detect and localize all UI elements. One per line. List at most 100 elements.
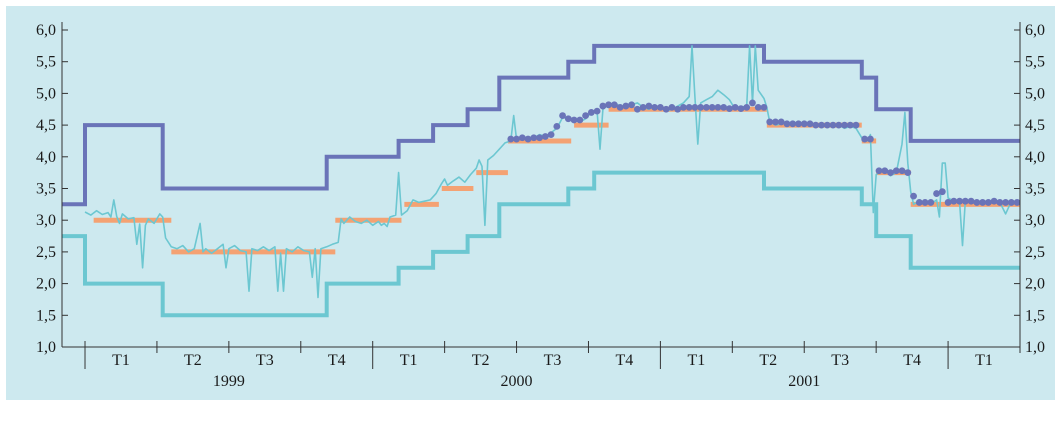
y-tick-label-right: 2,0 — [1025, 276, 1045, 293]
x-quarter-label: T1 — [687, 352, 705, 369]
expected-rate-point — [1013, 199, 1021, 206]
y-tick-label-right: 5,0 — [1025, 85, 1045, 102]
expected-rate-point — [576, 116, 584, 124]
expected-rate-point — [645, 102, 653, 110]
x-quarter-label: T1 — [112, 352, 130, 369]
expected-rate-point — [990, 197, 998, 205]
upper-rate-line — [62, 43, 1020, 207]
expected-rate-point — [616, 103, 624, 111]
expected-rate-point — [961, 197, 969, 205]
x-quarter-label: T2 — [472, 352, 490, 369]
expected-rate-point — [881, 167, 889, 175]
expected-rate-point — [536, 134, 543, 142]
expected-rate-point — [708, 103, 716, 111]
expected-rate-point — [662, 105, 670, 113]
expected-rate-point — [823, 121, 831, 129]
y-tick-label-left: 2,5 — [36, 244, 56, 261]
expected-rate-point — [559, 112, 566, 119]
x-quarter-label: T2 — [184, 352, 202, 369]
y-tick-label-left: 1,5 — [36, 307, 56, 324]
expected-rate-point — [938, 188, 946, 196]
expected-rate-point — [610, 101, 618, 109]
y-tick-label-left: 3,0 — [36, 212, 56, 229]
expected-rate-point — [726, 105, 733, 113]
expected-rate-point — [818, 121, 825, 129]
expected-rate-point — [835, 121, 843, 129]
expected-rate-point — [656, 103, 664, 111]
lower-rate-line — [62, 170, 1020, 318]
expected-rate-point — [800, 120, 808, 128]
expected-rate-point — [772, 118, 779, 126]
y-tick-label-left: 1,0 — [36, 339, 56, 356]
x-quarter-label: T4 — [328, 352, 346, 369]
x-quarter-label: T3 — [831, 352, 849, 369]
expected-rate-point — [582, 112, 589, 119]
expected-rate-point — [984, 199, 992, 206]
y-tick-label-right: 4,0 — [1025, 149, 1045, 166]
expected-rate-point — [777, 118, 785, 126]
expected-rate-point — [846, 121, 854, 129]
y-tick-label-left: 4,0 — [36, 149, 56, 166]
y-tick-label-right: 1,5 — [1025, 307, 1045, 324]
expected-rate-point — [783, 120, 791, 128]
expected-rate-point — [564, 115, 572, 123]
y-tick-label-left: 6,0 — [36, 22, 56, 39]
y-tick-label-right: 1,0 — [1025, 339, 1045, 356]
expected-rate-point — [628, 101, 636, 109]
y-tick-label-right: 2,5 — [1025, 244, 1045, 261]
expected-rate-point — [795, 120, 802, 128]
y-tick-label-left: 3,5 — [36, 181, 56, 198]
expected-rate-point — [553, 122, 561, 130]
expected-rate-point — [685, 103, 693, 111]
expected-rate-point — [587, 109, 595, 116]
expected-rate-point — [703, 103, 710, 111]
expected-rate-point — [697, 103, 705, 111]
expected-rate-point — [714, 103, 722, 111]
expected-rate-point — [570, 116, 578, 124]
expected-rate-point — [956, 197, 963, 205]
expected-rate-point — [513, 135, 520, 143]
expected-rate-point — [524, 135, 532, 143]
x-year-label: 1999 — [213, 373, 245, 390]
expected-rate-point — [518, 134, 526, 142]
expected-rate-point — [944, 199, 952, 206]
expected-rate-point — [622, 102, 630, 110]
expected-rate-point — [749, 99, 756, 107]
x-quarter-label: T3 — [256, 352, 274, 369]
x-quarter-label: T1 — [400, 352, 418, 369]
expected-rate-point — [691, 103, 699, 111]
expected-rate-point — [967, 197, 975, 205]
x-quarter-label: T1 — [975, 352, 993, 369]
expected-rate-point — [898, 167, 906, 175]
expected-rate-point — [599, 102, 607, 110]
y-tick-label-left: 5,5 — [36, 54, 56, 71]
expected-rate-point — [927, 199, 935, 206]
expected-rate-point — [812, 121, 820, 129]
expected-rate-point — [806, 120, 814, 128]
expected-rate-point — [1007, 199, 1015, 206]
x-year-label: 2001 — [788, 373, 820, 390]
expected-rate-point — [593, 107, 601, 115]
y-tick-label-right: 6,0 — [1025, 22, 1045, 39]
x-quarter-label: T4 — [616, 352, 634, 369]
expected-rate-point — [674, 105, 682, 113]
expected-rate-point — [867, 135, 874, 143]
expected-rate-point — [668, 103, 676, 111]
expected-rate-point — [852, 121, 860, 129]
y-tick-label-left: 4,5 — [36, 117, 56, 134]
y-tick-label-right: 3,5 — [1025, 181, 1045, 198]
expected-rate-point — [887, 169, 894, 177]
x-quarter-label: T4 — [903, 352, 921, 369]
expected-rate-point — [530, 134, 538, 142]
expected-rate-point — [720, 103, 728, 111]
expected-rate-point — [731, 103, 739, 111]
expected-rate-point — [760, 103, 768, 111]
expected-rate-point — [875, 167, 883, 175]
expected-rate-point — [950, 197, 958, 205]
expected-rate-point — [861, 135, 869, 143]
x-year-label: 2000 — [501, 373, 533, 390]
y-tick-label-left: 2,0 — [36, 276, 56, 293]
expected-rate-point — [766, 118, 774, 126]
expected-rate-point — [841, 121, 848, 129]
